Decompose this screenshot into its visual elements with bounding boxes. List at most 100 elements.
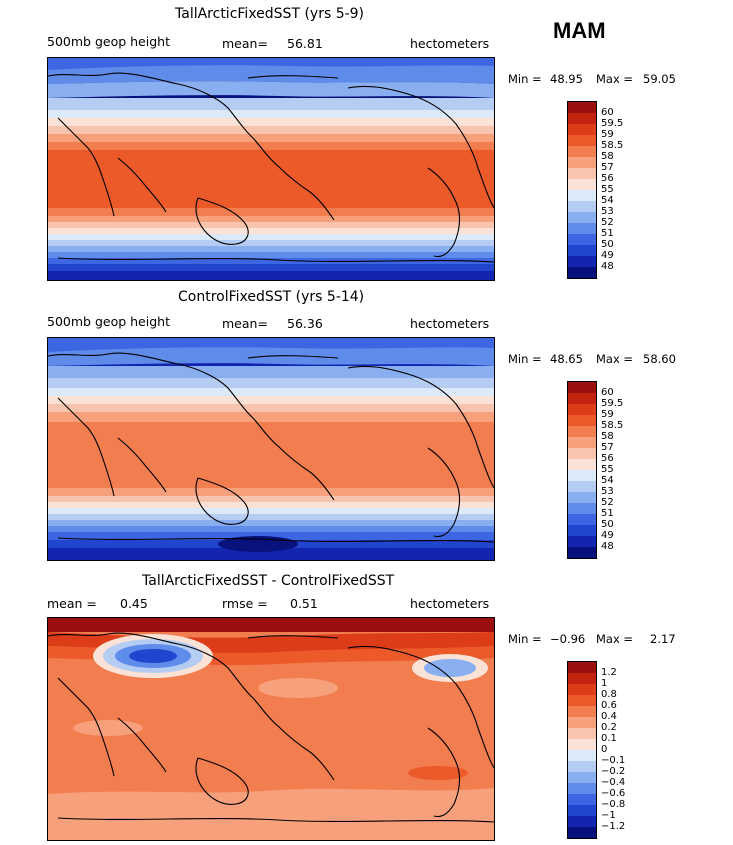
panel-1-colorbar-swatch — [568, 267, 596, 278]
colorbar-tick-label: 55 — [601, 184, 614, 195]
colorbar-tick-label: −0.4 — [601, 777, 626, 788]
panel-2-max-value: 58.60 — [643, 352, 676, 366]
colorbar-tick-label: 54 — [601, 475, 614, 486]
colorbar-tick-label: 59.5 — [601, 118, 624, 129]
panel-1-colorbar-swatch — [568, 102, 596, 113]
panel-1-mean-value: 56.81 — [287, 36, 323, 51]
panel-3-map — [47, 617, 495, 841]
panel-1-colorbar-swatch — [568, 256, 596, 267]
colorbar-tick-label: 53 — [601, 206, 614, 217]
colorbar-tick-label: 51 — [601, 508, 614, 519]
colorbar-tick-label: 48 — [601, 541, 614, 552]
panel-1-colorbar-swatch — [568, 223, 596, 234]
colorbar-tick-label: 52 — [601, 497, 614, 508]
panel-2-colorbar-swatch — [568, 525, 596, 536]
colorbar-tick-label: 60 — [601, 387, 614, 398]
panel-2-colorbar-swatch — [568, 503, 596, 514]
panel-3-colorbar-swatch — [568, 827, 596, 838]
panel-1-map — [47, 57, 495, 281]
panel-3-colorbar-swatch — [568, 750, 596, 761]
colorbar-tick-label: 1 — [601, 678, 608, 689]
panel-3-colorbar-swatch — [568, 794, 596, 805]
panel-3-colorbar-swatch — [568, 772, 596, 783]
panel-2-mean-label: mean= — [222, 316, 268, 331]
colorbar-tick-label: 51 — [601, 228, 614, 239]
panel-3-max-label: Max = — [596, 632, 634, 646]
panel-3-title: TallArcticFixedSST - ControlFixedSST — [142, 573, 395, 589]
colorbar-tick-label: 52 — [601, 217, 614, 228]
panel-2-min-value: 48.65 — [550, 352, 583, 366]
panel-1-colorbar-swatch — [568, 113, 596, 124]
panel-1-colorbar-swatch — [568, 234, 596, 245]
panel-1-colorbar-swatch — [568, 190, 596, 201]
panel-3-colorbar: 1.2 1 0.8 0.6 0.4 0.2 0.1 0 −0.1 −0.2 −0… — [567, 661, 625, 839]
panel-2-title: ControlFixedSST (yrs 5-14) — [178, 289, 365, 305]
panel-2-colorbar: 60 59.5 59 58.5 58 57 56 55 54 53 52 51 … — [567, 381, 623, 559]
panel-1-colorbar: 60 59.5 59 58.5 58 57 56 55 54 53 52 51 … — [567, 101, 623, 279]
panel-3-colorbar-swatch — [568, 783, 596, 794]
panel-2-max-label: Max = — [596, 352, 634, 366]
season-label: MAM — [553, 18, 606, 43]
panel-2-colorbar-swatch — [568, 536, 596, 547]
panel-1-max-label: Max = — [596, 72, 634, 86]
panel-3-colorbar-swatch — [568, 706, 596, 717]
panel-2-colorbar-swatch — [568, 393, 596, 404]
colorbar-tick-label: 0.6 — [601, 700, 617, 711]
panel-1-colorbar-swatch — [568, 179, 596, 190]
colorbar-tick-label: 0.2 — [601, 722, 617, 733]
colorbar-tick-label: 57 — [601, 442, 614, 453]
panel-3-colorbar-swatch — [568, 761, 596, 772]
panel-1-colorbar-swatch — [568, 157, 596, 168]
panel-1-variable-label: 500mb geop height — [47, 34, 170, 49]
colorbar-tick-label: 49 — [601, 250, 614, 261]
colorbar-tick-label: 0.1 — [601, 733, 617, 744]
panel-1-colorbar-swatch — [568, 146, 596, 157]
panel-3-mean-label: mean = — [47, 596, 97, 611]
panel-2-colorbar-swatch — [568, 459, 596, 470]
panel-1-colorbar-swatch — [568, 201, 596, 212]
panel-2-colorbar-swatch — [568, 404, 596, 415]
panel-2-colorbar-swatch — [568, 492, 596, 503]
colorbar-tick-label: −0.2 — [601, 766, 626, 777]
colorbar-tick-label: 49 — [601, 530, 614, 541]
panel-2-units: hectometers — [410, 316, 490, 331]
panel-3-colorbar-swatch — [568, 695, 596, 706]
panel-3-colorbar-swatch — [568, 816, 596, 827]
panel-3-mean-value: 0.45 — [120, 596, 148, 611]
panel-1-mean-label: mean= — [222, 36, 268, 51]
colorbar-tick-label: 0 — [601, 744, 608, 755]
colorbar-tick-label: 58.5 — [601, 420, 624, 431]
panel-2-min-label: Min = — [508, 352, 542, 366]
colorbar-tick-label: −0.8 — [601, 799, 626, 810]
panel-2-colorbar-swatch — [568, 448, 596, 459]
colorbar-tick-label: 55 — [601, 464, 614, 475]
panel-2-map — [47, 337, 495, 561]
panel-3-max-value: 2.17 — [650, 632, 676, 646]
colorbar-tick-label: 59.5 — [601, 398, 624, 409]
colorbar-tick-label: −1.2 — [601, 821, 626, 832]
colorbar-tick-label: 50 — [601, 519, 614, 530]
colorbar-tick-label: −0.1 — [601, 755, 626, 766]
panel-1-min-label: Min = — [508, 72, 542, 86]
panel-2-variable-label: 500mb geop height — [47, 314, 170, 329]
panel-3-units: hectometers — [410, 596, 490, 611]
colorbar-tick-label: 48 — [601, 261, 614, 272]
colorbar-tick-label: 58 — [601, 431, 614, 442]
panel-1-title: TallArcticFixedSST (yrs 5-9) — [175, 6, 365, 22]
panel-3-rmse-value: 0.51 — [290, 596, 318, 611]
panel-2-colorbar-swatch — [568, 415, 596, 426]
panel-1-colorbar-swatch — [568, 168, 596, 179]
colorbar-tick-label: 1.2 — [601, 667, 617, 678]
panel-2-colorbar-swatch — [568, 514, 596, 525]
colorbar-tick-label: 56 — [601, 453, 614, 464]
panel-1-colorbar-swatch — [568, 212, 596, 223]
panel-1-min-value: 48.95 — [550, 72, 583, 86]
colorbar-tick-label: 59 — [601, 409, 614, 420]
colorbar-tick-label: 56 — [601, 173, 614, 184]
panel-1-colorbar-swatch — [568, 245, 596, 256]
panel-3-rmse-label: rmse = — [222, 596, 268, 611]
colorbar-tick-label: −0.6 — [601, 788, 626, 799]
panel-2-colorbar-swatch — [568, 426, 596, 437]
panel-3-colorbar-swatch — [568, 805, 596, 816]
colorbar-tick-label: 58.5 — [601, 140, 624, 151]
